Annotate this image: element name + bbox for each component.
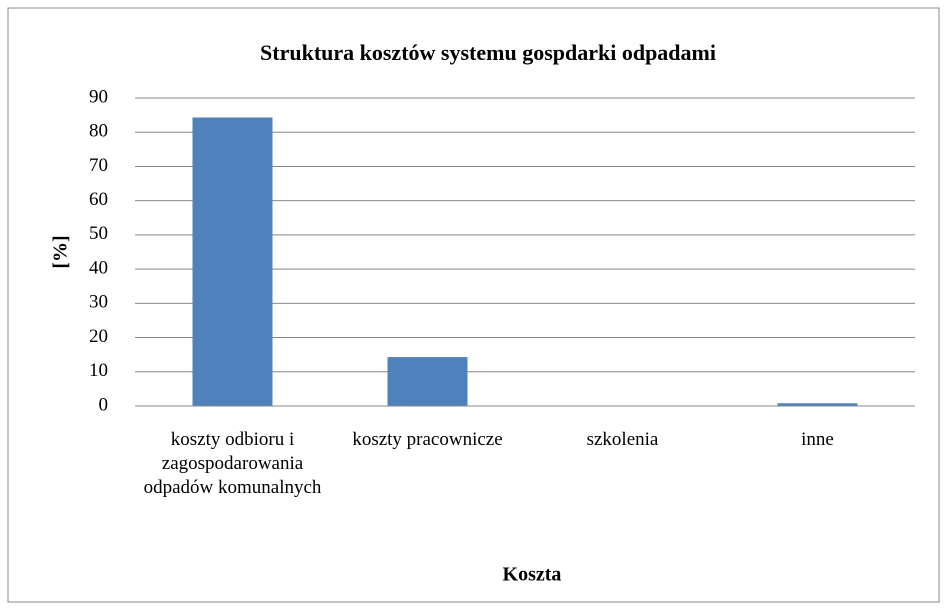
x-tick-label: szkolenia <box>586 429 659 450</box>
chart-title: Struktura kosztów systemu gospdarki odpa… <box>260 40 716 65</box>
y-tick-label: 50 <box>89 223 108 244</box>
y-tick-label: 90 <box>89 86 108 107</box>
bar <box>387 357 468 406</box>
y-tick-label: 80 <box>89 121 108 142</box>
x-tick-label: koszty odbioru i zagospodarowania odpadó… <box>143 429 322 498</box>
y-tick-label: 30 <box>89 292 108 313</box>
y-tick-label: 0 <box>99 394 109 415</box>
bar <box>192 117 273 407</box>
y-tick-label: 70 <box>89 155 108 176</box>
y-axis-label: [%] <box>50 235 72 268</box>
x-tick-label: koszty pracownicze <box>352 429 503 450</box>
chart-border <box>7 7 940 603</box>
x-axis-label: Koszta <box>503 564 562 586</box>
y-tick-label: 20 <box>89 326 108 347</box>
x-tick-label: inne <box>801 429 834 450</box>
y-tick-label: 60 <box>89 189 108 210</box>
y-tick-label: 10 <box>89 360 108 381</box>
y-tick-label: 40 <box>89 257 108 278</box>
bar <box>777 403 858 406</box>
